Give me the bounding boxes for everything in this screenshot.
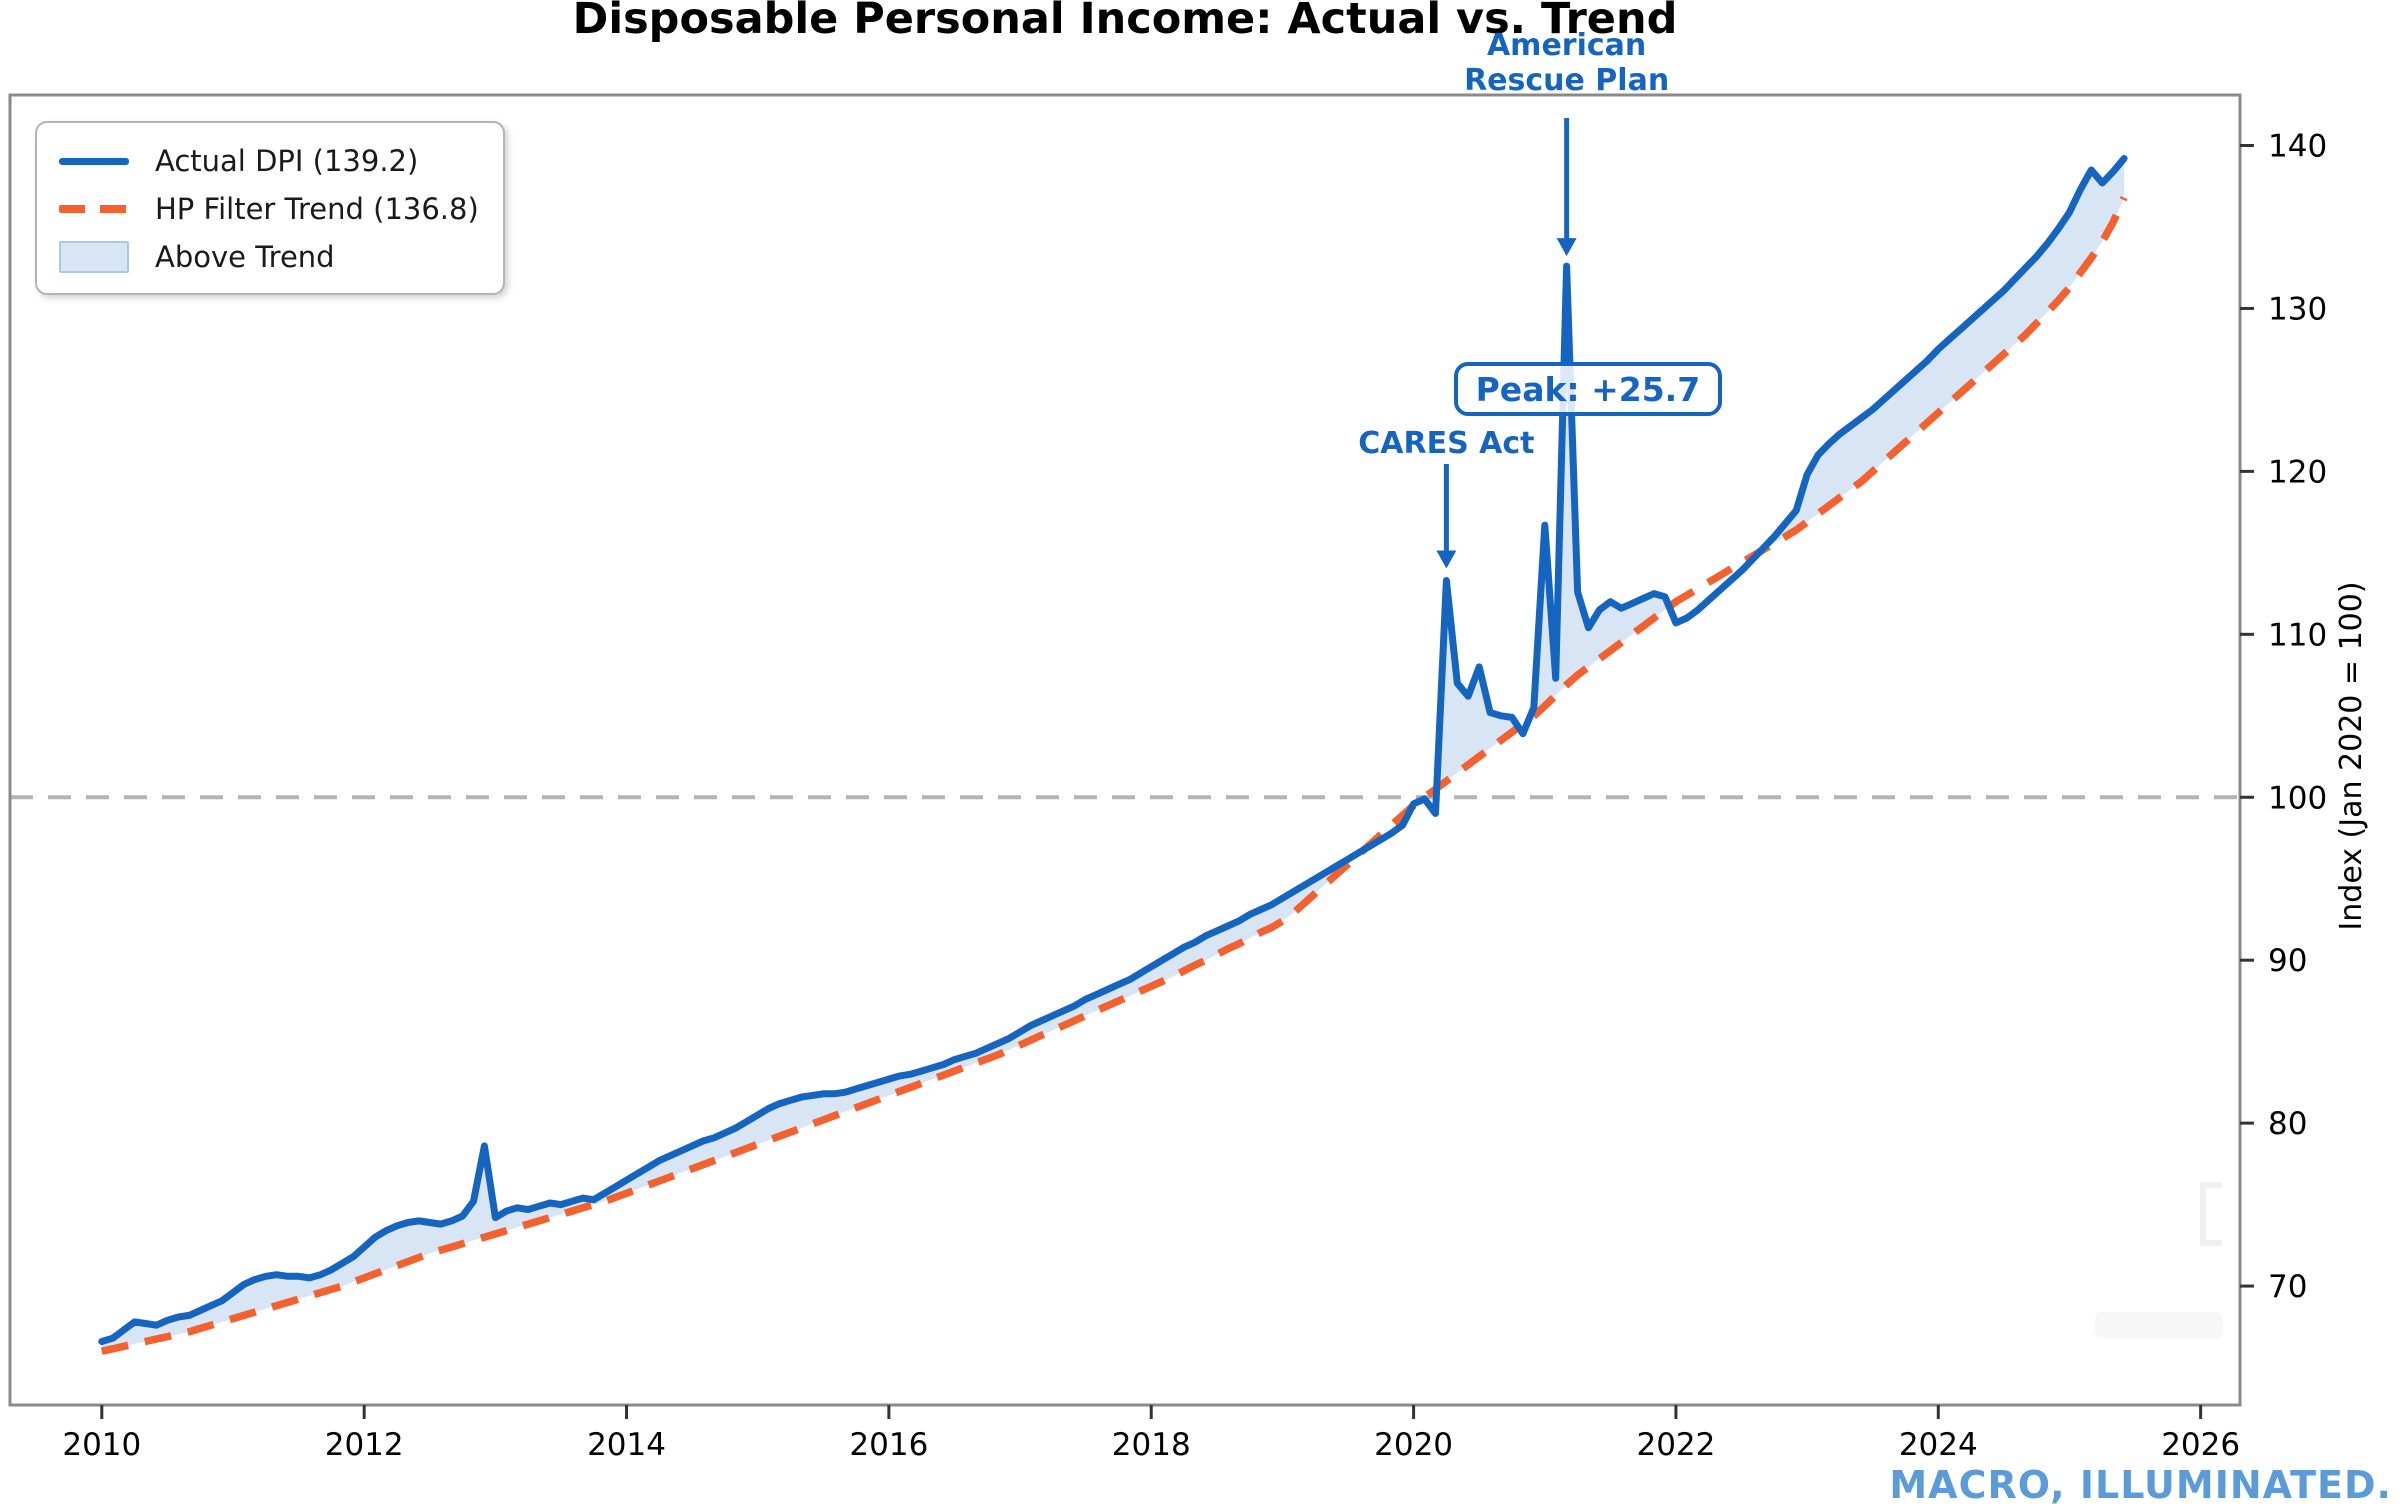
- annotation-arp-line2: Rescue Plan: [1464, 63, 1670, 98]
- x-tick-label: 2010: [62, 1427, 141, 1463]
- x-tick-label: 2012: [325, 1427, 404, 1463]
- legend-item-above-trend: Above Trend: [59, 233, 483, 281]
- watermark-text: MACRO, ILLUMINATED.: [1889, 1463, 2392, 1507]
- trend-line-swatch: [59, 205, 129, 213]
- annotation-american-rescue-plan: American Rescue Plan: [1397, 28, 1737, 98]
- legend-label-trend: HP Filter Trend (136.8): [155, 192, 479, 226]
- above-trend-fill: [1528, 266, 1670, 720]
- plot-frame: [8, 93, 2242, 1407]
- annotation-peak-callout: Peak: +25.7: [1453, 362, 1723, 416]
- actual-line-swatch: [59, 157, 129, 165]
- y-axis-label: Index (Jan 2020 = 100): [2334, 581, 2369, 931]
- above-trend-fill: [1436, 580, 1519, 789]
- y-tick-label: 70: [2268, 1269, 2307, 1305]
- y-tick-label: 140: [2268, 129, 2327, 165]
- above-trend-swatch: [59, 241, 129, 273]
- trend-line: [101, 196, 2128, 1355]
- legend-label-above-trend: Above Trend: [155, 240, 335, 274]
- legend-item-trend: HP Filter Trend (136.8): [59, 185, 483, 233]
- faint-artifact-smudge: [2095, 1312, 2223, 1338]
- y-tick-label: 130: [2268, 291, 2327, 327]
- y-tick-label: 100: [2268, 780, 2327, 816]
- y-tick-label: 80: [2268, 1106, 2307, 1142]
- annotation-cares-act: CARES Act: [1358, 426, 1535, 461]
- actual-line: [98, 155, 2128, 1345]
- y-tick-label: 110: [2268, 617, 2327, 653]
- x-tick-label: 2022: [1636, 1427, 1715, 1463]
- x-tick-label: 2016: [849, 1427, 928, 1463]
- y-tick-label: 90: [2268, 943, 2307, 979]
- legend-label-actual: Actual DPI (139.2): [155, 144, 419, 178]
- x-tick-label: 2014: [587, 1427, 666, 1463]
- annotation-arp-line1: American: [1486, 28, 1647, 63]
- y-tick-label: 120: [2268, 454, 2327, 490]
- above-trend-fill: [101, 849, 1365, 1352]
- x-tick-label: 2024: [1899, 1427, 1978, 1463]
- faint-artifact-bracket: [2200, 1182, 2222, 1246]
- x-tick-label: 2018: [1112, 1427, 1191, 1463]
- above-trend-fill: [1759, 158, 2125, 552]
- x-tick-label: 2026: [2161, 1427, 2240, 1463]
- legend-item-actual: Actual DPI (139.2): [59, 137, 483, 185]
- cares-arrowhead: [1436, 550, 1457, 569]
- arp-arrowhead: [1556, 238, 1577, 257]
- legend-box: Actual DPI (139.2) HP Filter Trend (136.…: [35, 121, 505, 295]
- x-tick-label: 2020: [1374, 1427, 1453, 1463]
- chart-title: Disposable Personal Income: Actual vs. T…: [572, 0, 1678, 44]
